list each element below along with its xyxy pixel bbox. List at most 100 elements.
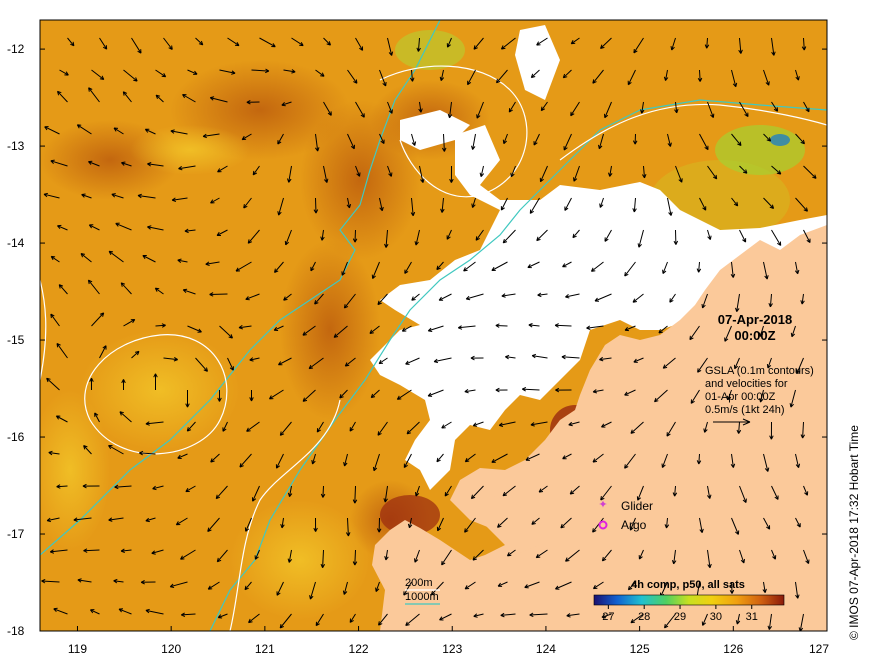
velocity-arrow: [46, 377, 60, 391]
velocity-arrow: [604, 101, 612, 119]
velocity-arrow: [347, 133, 355, 150]
velocity-arrow: [800, 421, 806, 439]
velocity-arrow: [56, 484, 68, 489]
velocity-arrow: [155, 94, 164, 103]
velocity-arrow: [624, 453, 636, 469]
velocity-arrow: [771, 101, 779, 112]
velocity-arrow: [235, 261, 252, 272]
velocity-arrow: [464, 581, 476, 590]
velocity-arrow: [177, 453, 188, 459]
velocity-arrow: [387, 101, 393, 114]
velocity-arrow: [696, 261, 702, 273]
velocity-arrow: [565, 293, 580, 299]
velocity-arrow: [210, 197, 220, 204]
velocity-arrow: [163, 356, 178, 362]
velocity-arrow: [624, 261, 636, 277]
velocity-arrow: [795, 581, 800, 599]
velocity-arrow: [89, 377, 94, 390]
velocity-arrow: [703, 421, 708, 433]
lon-tick-label: 126: [723, 642, 743, 656]
velocity-arrow: [216, 549, 228, 563]
velocity-arrow: [227, 37, 240, 47]
velocity-arrow: [377, 421, 388, 436]
scale-arrow-icon: [713, 418, 751, 426]
velocity-arrow: [727, 389, 732, 401]
velocity-arrow: [239, 453, 252, 468]
velocity-arrow: [565, 549, 580, 562]
velocity-arrow: [49, 549, 68, 554]
velocity-arrow: [441, 421, 452, 429]
velocity-arrow: [145, 608, 164, 615]
velocity-arrow: [439, 613, 452, 621]
velocity-arrow: [735, 613, 741, 625]
velocity-arrow: [539, 165, 548, 183]
velocity-arrow: [171, 197, 188, 202]
velocity-arrow: [377, 293, 388, 306]
velocity-arrow: [794, 261, 800, 275]
velocity-arrow: [570, 37, 580, 45]
velocity-arrow: [320, 549, 326, 569]
velocity-arrow: [572, 229, 580, 239]
velocity-arrow: [252, 485, 260, 502]
longitude-axis: 119 120 121 122 123 124 125 126 127: [68, 626, 829, 656]
colorbar-title: 4h comp, p50, all sats: [631, 579, 745, 591]
velocity-arrow: [554, 323, 572, 328]
velocity-arrow: [699, 133, 709, 151]
gsla-contour: [559, 103, 827, 161]
velocity-arrow: [592, 389, 604, 394]
velocity-arrow: [762, 581, 767, 593]
velocity-arrow: [521, 386, 540, 392]
velocity-arrow: [284, 229, 292, 246]
velocity-arrow: [375, 581, 380, 592]
velocity-arrow: [345, 517, 351, 537]
velocity-arrow: [369, 325, 380, 334]
velocity-arrow: [672, 485, 678, 497]
velocity-arrow: [636, 485, 644, 501]
velocity-arrow: [249, 390, 254, 402]
velocity-arrow: [246, 99, 260, 105]
velocity-arrow: [169, 581, 188, 588]
velocity-arrow: [121, 161, 132, 167]
velocity-arrow: [44, 126, 60, 135]
velocity-arrow: [664, 517, 670, 529]
velocity-arrow: [766, 357, 772, 369]
colorbar-tick-label: 31: [746, 611, 758, 623]
velocity-arrow: [67, 37, 75, 47]
velocity-arrow: [470, 355, 484, 361]
velocity-arrow: [83, 548, 100, 553]
velocity-arrow: [108, 517, 124, 522]
velocity-arrow: [446, 229, 452, 240]
velocity-arrow: [795, 517, 801, 528]
velocity-arrow: [53, 607, 68, 615]
velocity-arrow: [419, 165, 425, 183]
velocity-arrow: [696, 453, 702, 465]
velocity-arrow: [41, 578, 60, 584]
velocity-arrow: [707, 101, 715, 118]
velocity-arrow: [731, 133, 742, 147]
colorbar-tick-label: 28: [638, 611, 650, 623]
velocity-arrow: [315, 613, 324, 627]
velocity-arrow: [209, 292, 228, 297]
argo-marker-icon: [598, 520, 608, 530]
velocity-arrow: [277, 133, 284, 145]
velocity-arrow: [222, 421, 228, 432]
velocity-arrow: [151, 549, 164, 555]
isobath-1000m-line: [40, 20, 441, 556]
velocity-arrow: [592, 581, 604, 590]
velocity-arrow: [283, 293, 292, 301]
velocity-arrow: [707, 229, 712, 240]
velocity-arrow: [372, 453, 380, 472]
velocity-arrow: [707, 165, 718, 180]
velocity-arrow: [131, 350, 140, 359]
velocity-arrow: [215, 485, 228, 500]
velocity-arrow: [244, 581, 252, 591]
velocity-arrow: [673, 229, 679, 245]
velocity-arrow: [471, 197, 476, 208]
velocity-arrow: [707, 485, 712, 499]
velocity-arrow: [384, 229, 389, 248]
velocity-arrow: [601, 613, 612, 619]
velocity-arrow: [349, 613, 356, 623]
velocity-arrow: [438, 293, 452, 301]
velocity-arrow: [796, 357, 804, 374]
